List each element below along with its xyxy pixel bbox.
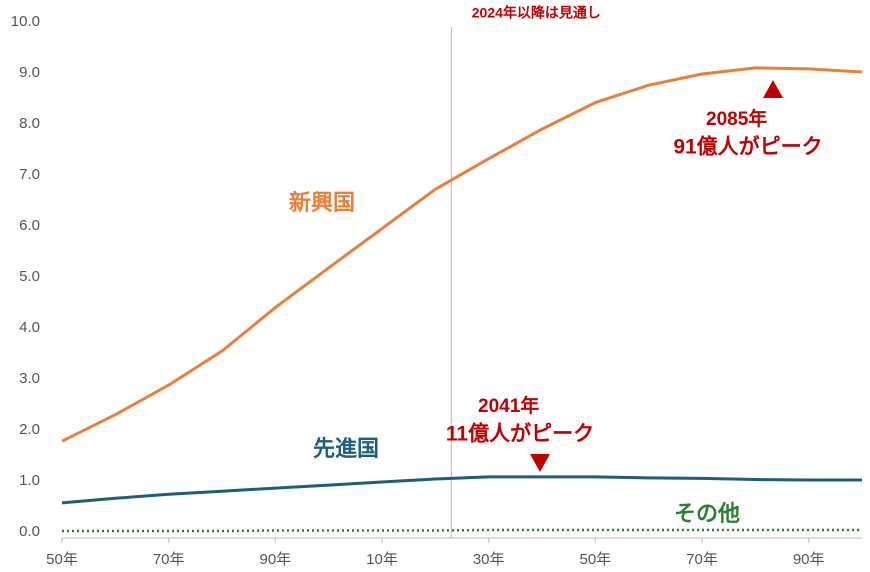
y-tick-label: 0.0 [19,523,40,540]
y-tick-label: 6.0 [19,217,40,234]
y-tick-label: 1.0 [19,472,40,489]
x-tick-label: 50年 [579,551,611,568]
y-tick-label: 4.0 [19,319,40,336]
peak-marker [763,80,783,98]
series-label: 先進国 [313,436,379,461]
y-tick-label: 5.0 [19,268,40,285]
y-tick-label: 9.0 [19,64,40,81]
annotation: 11億人がピーク [446,422,594,446]
series-line [61,475,862,505]
y-tick-label: 2.0 [19,421,40,438]
y-tick-label: 10.0 [11,13,40,30]
x-tick-label: 90年 [259,551,291,568]
x-tick-label: 90年 [793,551,825,568]
annotation: 91億人がピーク [673,135,822,159]
series-label: 新興国 [289,190,355,215]
y-tick-label: 3.0 [19,370,40,387]
y-tick-label: 8.0 [19,115,40,132]
x-tick-label: 50年 [46,551,78,568]
peak-marker [530,454,550,472]
annotation: 2041年 [478,394,539,417]
annotation: 2085年 [706,107,767,130]
x-tick-label: 70年 [686,551,718,568]
forecast-label: 2024年以降は見通し [472,5,601,21]
x-tick-label: 70年 [153,551,185,568]
x-tick-label: 30年 [473,551,505,568]
series-line [62,528,862,533]
series-label: その他 [674,501,740,526]
series-line [61,66,863,443]
x-tick-label: 10年 [366,551,398,568]
y-tick-label: 7.0 [19,166,40,183]
